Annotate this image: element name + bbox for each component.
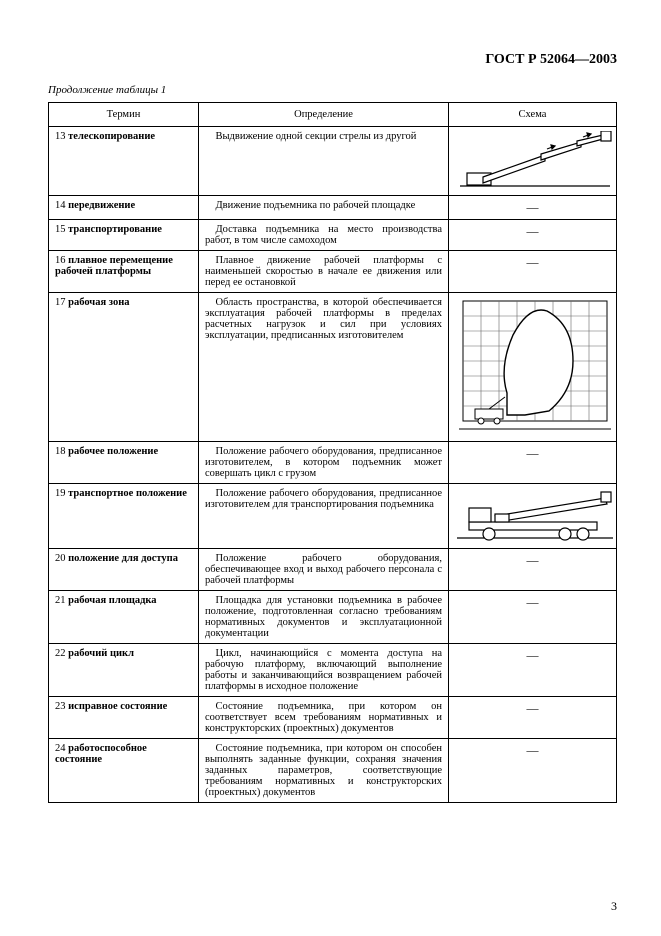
scheme-cell bbox=[449, 484, 617, 549]
table-row: 16 плавное перемещение рабочей платформы… bbox=[49, 251, 617, 293]
definition-cell: Выдвижение одной секции стрелы из другой bbox=[199, 127, 449, 196]
no-scheme-dash: — bbox=[527, 224, 539, 238]
definition-cell: Доставка подъемника на место производств… bbox=[199, 220, 449, 251]
term-number: 14 bbox=[55, 200, 66, 211]
term-name: рабочее положение bbox=[68, 446, 158, 457]
term-name: рабочая площадка bbox=[68, 595, 156, 606]
table-row: 17 рабочая зонаОбласть пространства, в к… bbox=[49, 293, 617, 442]
scheme-cell: — bbox=[449, 220, 617, 251]
term-number: 18 bbox=[55, 446, 66, 457]
term-number: 22 bbox=[55, 648, 66, 659]
table-row: 19 транспортное положениеПоложение рабоч… bbox=[49, 484, 617, 549]
scheme-cell: — bbox=[449, 591, 617, 644]
definition-cell: Положение рабочего оборудования, предпис… bbox=[199, 484, 449, 549]
col-header-scheme: Схема bbox=[449, 103, 617, 127]
term-name: рабочая зона bbox=[68, 297, 129, 308]
table-row: 14 передвижениеДвижение подъемника по ра… bbox=[49, 196, 617, 220]
col-header-definition: Определение bbox=[199, 103, 449, 127]
term-cell: 19 транспортное положение bbox=[49, 484, 199, 549]
term-name: транспортирование bbox=[68, 224, 162, 235]
term-cell: 22 рабочий цикл bbox=[49, 644, 199, 697]
term-number: 23 bbox=[55, 701, 66, 712]
term-cell: 13 телескопирование bbox=[49, 127, 199, 196]
scheme-cell: — bbox=[449, 644, 617, 697]
term-cell: 20 положение для доступа bbox=[49, 549, 199, 591]
working-envelope-diagram bbox=[455, 297, 615, 437]
term-name: рабочий цикл bbox=[68, 648, 134, 659]
term-number: 15 bbox=[55, 224, 66, 235]
table-row: 15 транспортированиеДоставка подъемника … bbox=[49, 220, 617, 251]
term-cell: 15 транспортирование bbox=[49, 220, 199, 251]
term-number: 19 bbox=[55, 488, 66, 499]
term-name: исправное состояние bbox=[68, 701, 167, 712]
definition-cell: Площадка для установки подъемника в рабо… bbox=[199, 591, 449, 644]
table-row: 22 рабочий циклЦикл, начинающийся с моме… bbox=[49, 644, 617, 697]
definition-cell: Область пространства, в которой обеспечи… bbox=[199, 293, 449, 442]
scheme-cell: — bbox=[449, 442, 617, 484]
scheme-cell: — bbox=[449, 549, 617, 591]
definition-cell: Цикл, начинающийся с момента доступа на … bbox=[199, 644, 449, 697]
definition-cell: Состояние подъемника, при котором он спо… bbox=[199, 739, 449, 803]
definition-cell: Движение подъемника по рабочей площадке bbox=[199, 196, 449, 220]
term-name: телескопирование bbox=[68, 131, 155, 142]
scheme-cell: — bbox=[449, 697, 617, 739]
scheme-cell: — bbox=[449, 739, 617, 803]
scheme-cell bbox=[449, 293, 617, 442]
table-row: 23 исправное состояниеСостояние подъемни… bbox=[49, 697, 617, 739]
telescoping-boom-diagram bbox=[455, 131, 615, 191]
transport-position-diagram bbox=[455, 488, 615, 544]
definition-cell: Положение рабочего оборудования, обеспеч… bbox=[199, 549, 449, 591]
term-number: 20 bbox=[55, 553, 66, 564]
term-number: 13 bbox=[55, 131, 66, 142]
term-cell: 17 рабочая зона bbox=[49, 293, 199, 442]
term-cell: 18 рабочее положение bbox=[49, 442, 199, 484]
definition-cell: Плавное движение рабочей платформы с наи… bbox=[199, 251, 449, 293]
table-row: 13 телескопированиеВыдвижение одной секц… bbox=[49, 127, 617, 196]
col-header-term: Термин bbox=[49, 103, 199, 127]
definition-cell: Состояние подъемника, при котором он соо… bbox=[199, 697, 449, 739]
table-row: 20 положение для доступаПоложение рабоче… bbox=[49, 549, 617, 591]
scheme-cell bbox=[449, 127, 617, 196]
no-scheme-dash: — bbox=[527, 446, 539, 460]
scheme-cell: — bbox=[449, 251, 617, 293]
term-cell: 16 плавное перемещение рабочей платформы bbox=[49, 251, 199, 293]
terms-table: Термин Определение Схема 13 телескопиров… bbox=[48, 102, 617, 803]
term-number: 17 bbox=[55, 297, 66, 308]
term-number: 21 bbox=[55, 595, 66, 606]
table-row: 24 работоспособное состояниеСостояние по… bbox=[49, 739, 617, 803]
term-name: положение для доступа bbox=[68, 553, 178, 564]
no-scheme-dash: — bbox=[527, 648, 539, 662]
term-number: 24 bbox=[55, 743, 66, 754]
term-cell: 23 исправное состояние bbox=[49, 697, 199, 739]
term-name: работоспособное состояние bbox=[55, 743, 147, 765]
term-name: транспортное положение bbox=[68, 488, 187, 499]
page-number: 3 bbox=[611, 899, 617, 914]
scheme-cell: — bbox=[449, 196, 617, 220]
term-cell: 21 рабочая площадка bbox=[49, 591, 199, 644]
term-name: передвижение bbox=[68, 200, 135, 211]
standard-code: ГОСТ Р 52064—2003 bbox=[48, 52, 617, 68]
term-name: плавное перемещение рабочей платформы bbox=[55, 255, 173, 277]
no-scheme-dash: — bbox=[527, 200, 539, 214]
term-cell: 24 работоспособное состояние bbox=[49, 739, 199, 803]
table-row: 21 рабочая площадкаПлощадка для установк… bbox=[49, 591, 617, 644]
no-scheme-dash: — bbox=[527, 255, 539, 269]
term-cell: 14 передвижение bbox=[49, 196, 199, 220]
term-number: 16 bbox=[55, 255, 66, 266]
table-row: 18 рабочее положениеПоложение рабочего о… bbox=[49, 442, 617, 484]
no-scheme-dash: — bbox=[527, 595, 539, 609]
definition-cell: Положение рабочего оборудования, предпис… bbox=[199, 442, 449, 484]
no-scheme-dash: — bbox=[527, 553, 539, 567]
no-scheme-dash: — bbox=[527, 743, 539, 757]
table-caption: Продолжение таблицы 1 bbox=[48, 84, 617, 96]
no-scheme-dash: — bbox=[527, 701, 539, 715]
